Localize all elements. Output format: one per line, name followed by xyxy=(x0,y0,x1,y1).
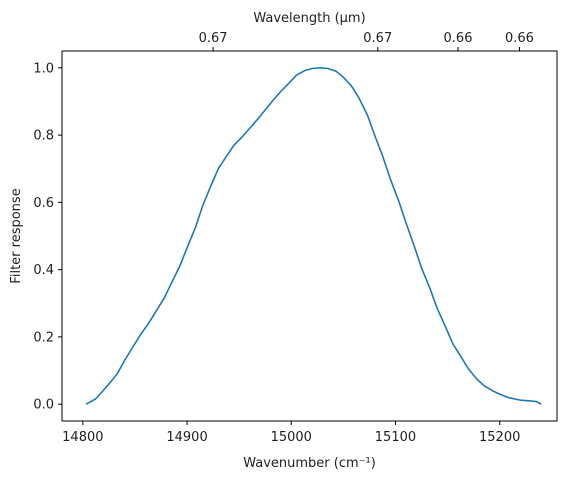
y-tick-label: 0.2 xyxy=(33,330,54,345)
plot-frame xyxy=(61,50,558,422)
y-tick-label: 0.6 xyxy=(33,196,54,211)
secondary-x-tick-label: 0.66 xyxy=(444,31,473,46)
axes-layer: 14800 14900 15000 15100 15200 0.0 0.2 0.4 0.6 0.8… xyxy=(33,31,534,445)
series-line-0 xyxy=(85,67,542,405)
x-tick-label: 14900 xyxy=(166,430,207,445)
secondary-x-tick-label: 0.66 xyxy=(505,31,534,46)
y-axis-label: Filter response xyxy=(9,188,24,283)
y-tick-label: 0.4 xyxy=(33,263,54,278)
x-tick-label: 15100 xyxy=(375,430,416,445)
x-axis-label: Wavenumber (cm⁻¹) xyxy=(243,456,376,471)
plot-layer xyxy=(85,67,542,405)
x-tick-label: 15000 xyxy=(271,430,312,445)
y-tick-label: 1.0 xyxy=(33,61,54,76)
x-tick-label: 15200 xyxy=(479,430,520,445)
y-tick-label: 0.8 xyxy=(33,129,54,144)
x-tick-label: 14800 xyxy=(62,430,103,445)
secondary-x-tick-label: 0.67 xyxy=(199,31,228,46)
secondary-x-tick-label: 0.67 xyxy=(363,31,392,46)
secondary-x-axis-label: Wavelength (μm) xyxy=(253,11,365,26)
y-tick-label: 0.0 xyxy=(33,398,54,413)
